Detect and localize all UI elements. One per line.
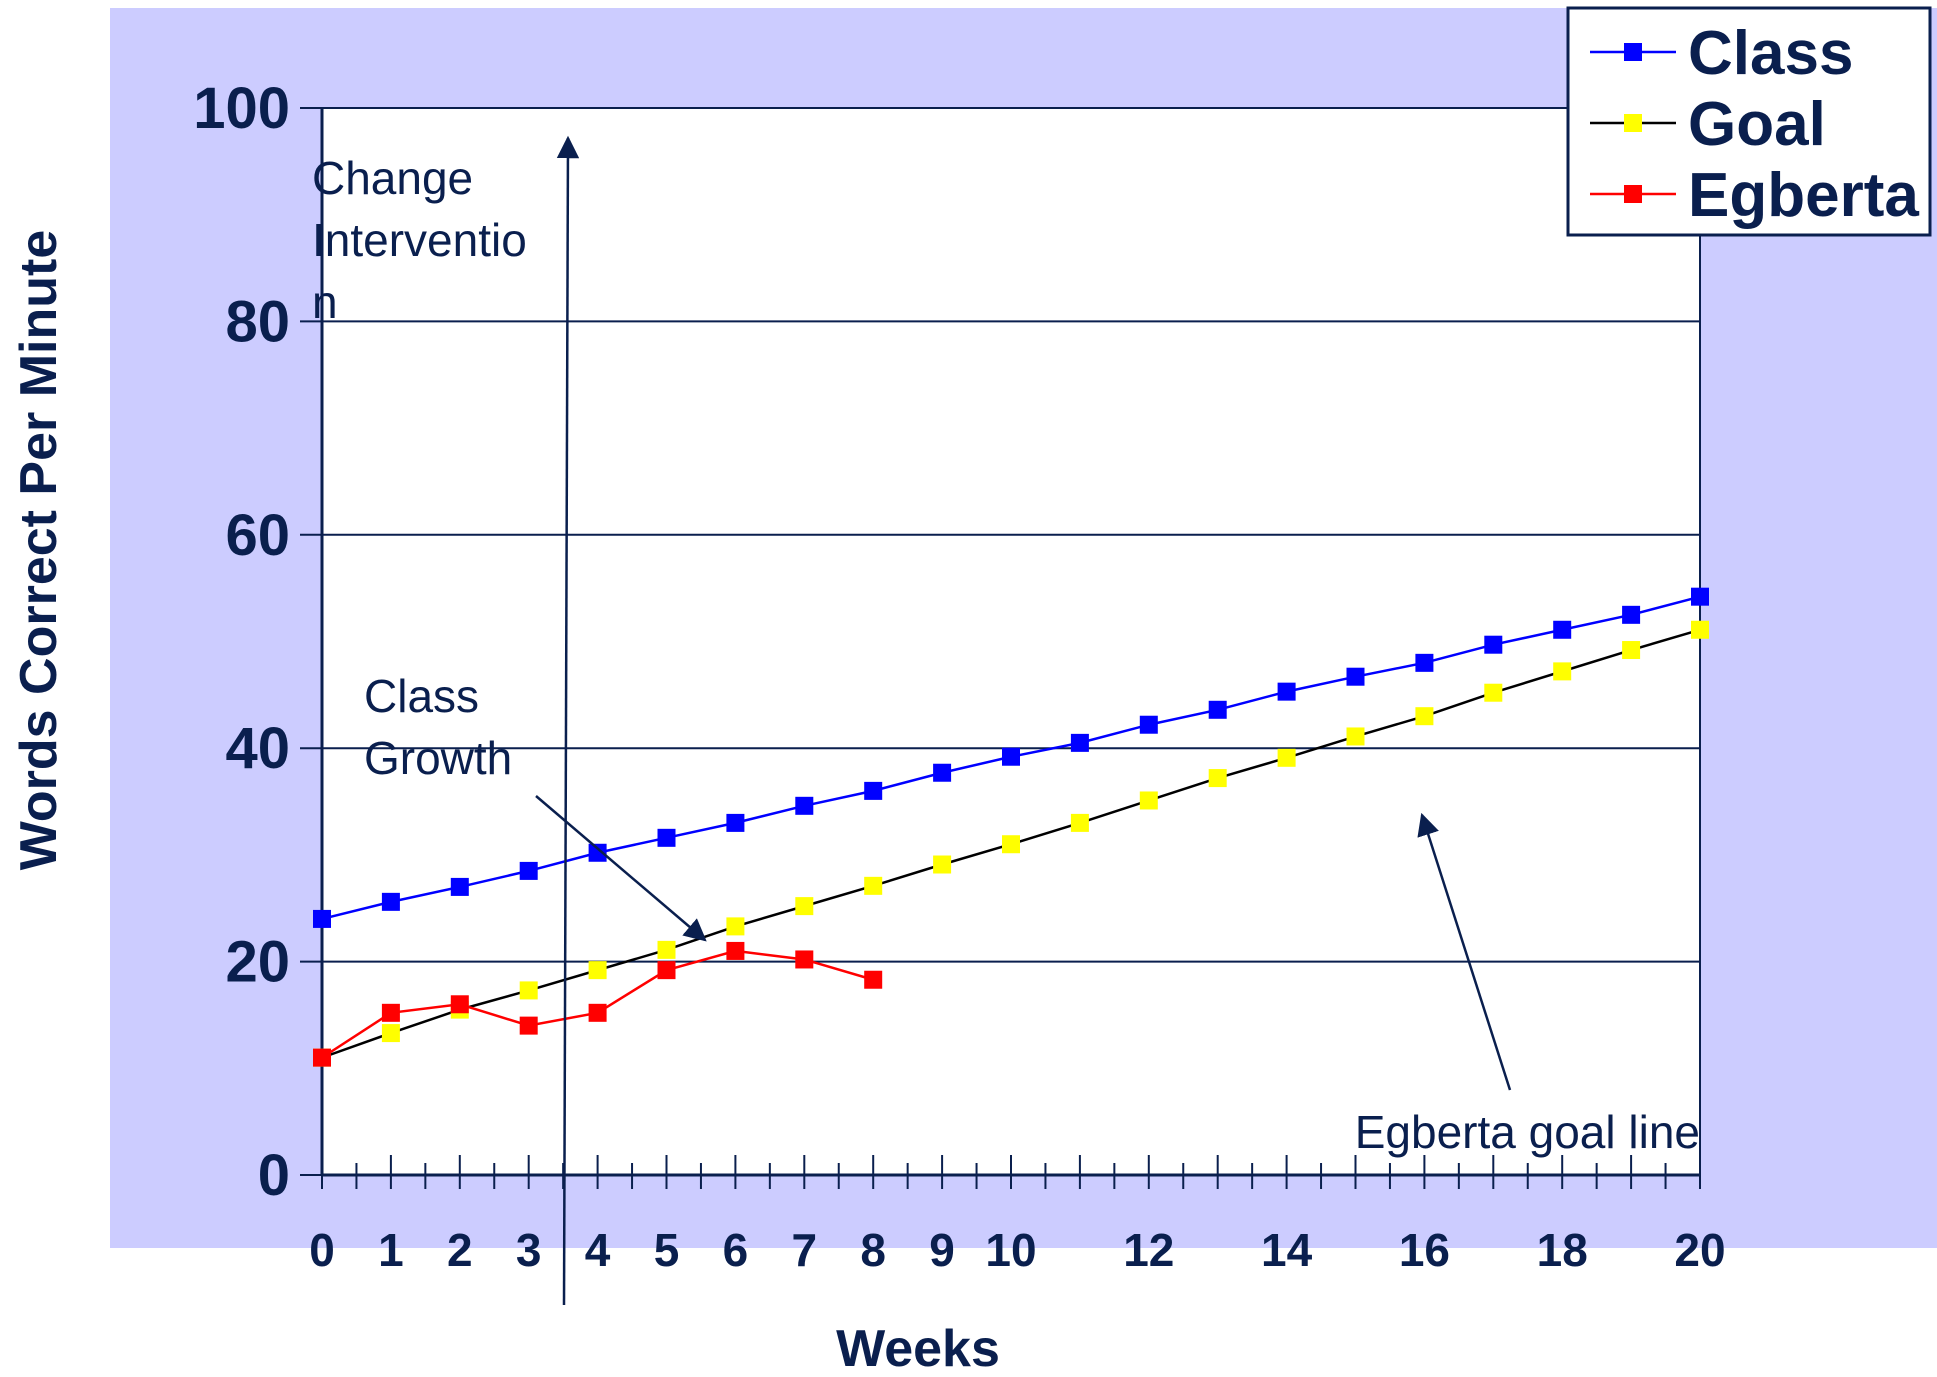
- data-point: [933, 763, 952, 782]
- x-tick-label: 4: [585, 1224, 611, 1276]
- x-tick-label: 2: [447, 1224, 473, 1276]
- data-point: [1553, 620, 1572, 639]
- data-point: [657, 940, 676, 959]
- data-point: [381, 892, 400, 911]
- data-point: [1691, 587, 1709, 606]
- data-point: [1484, 635, 1503, 654]
- data-point: [864, 781, 883, 800]
- data-point: [1484, 683, 1503, 702]
- data-point: [381, 1003, 400, 1022]
- legend-label: Egberta: [1688, 161, 1919, 230]
- data-point: [726, 941, 745, 960]
- data-point: [1346, 667, 1365, 686]
- data-point: [1208, 700, 1227, 719]
- data-point: [519, 861, 538, 880]
- data-point: [726, 917, 745, 936]
- data-point: [450, 877, 469, 896]
- series-egberta: [313, 941, 883, 1067]
- legend-swatch-marker: [1624, 185, 1642, 203]
- annotation-class-growth: Growth: [364, 732, 512, 784]
- x-tick-label: 9: [929, 1224, 955, 1276]
- data-point: [1139, 715, 1158, 734]
- x-tick-label: 20: [1674, 1224, 1725, 1276]
- data-point: [1070, 813, 1089, 832]
- data-point: [1415, 653, 1434, 672]
- legend-item-goal: Goal: [1590, 90, 1826, 159]
- x-tick-label: 10: [985, 1224, 1036, 1276]
- data-point: [1002, 747, 1020, 766]
- data-point: [864, 876, 883, 895]
- x-tick-label: 8: [860, 1224, 886, 1276]
- data-point: [1277, 682, 1296, 701]
- y-tick-label: 40: [225, 716, 290, 781]
- x-tick-label: 14: [1261, 1224, 1313, 1276]
- data-point: [450, 995, 469, 1014]
- y-tick-label: 0: [258, 1143, 290, 1208]
- data-point: [726, 813, 745, 832]
- data-point: [1139, 791, 1158, 810]
- data-point: [1208, 769, 1227, 788]
- data-point: [313, 1048, 331, 1067]
- y-tick-label: 20: [225, 930, 290, 995]
- data-point: [1002, 835, 1020, 854]
- x-tick-label: 18: [1537, 1224, 1588, 1276]
- data-point: [519, 1016, 538, 1035]
- data-point: [588, 1003, 607, 1022]
- annotation-class-growth: Class: [364, 670, 479, 722]
- y-tick-label: 80: [225, 289, 290, 354]
- data-point: [313, 909, 331, 928]
- data-point: [588, 961, 607, 980]
- data-point: [795, 950, 814, 969]
- annotation-change: Change: [312, 152, 473, 204]
- data-point: [795, 796, 814, 815]
- legend-swatch-marker: [1624, 114, 1642, 132]
- data-point: [588, 843, 607, 862]
- data-point: [1622, 605, 1641, 624]
- x-tick-label: 16: [1399, 1224, 1450, 1276]
- data-point: [381, 1024, 400, 1043]
- legend-label: Goal: [1688, 90, 1826, 159]
- y-axis-title: Words Correct Per Minute: [10, 230, 68, 870]
- data-point: [1277, 748, 1296, 767]
- x-axis-title: Weeks: [836, 1320, 1000, 1372]
- annotation-change: n: [312, 276, 338, 328]
- data-point: [1691, 620, 1709, 639]
- data-point: [1622, 641, 1641, 660]
- data-point: [519, 981, 538, 1000]
- data-point: [933, 855, 952, 874]
- annotation-goal-line: Egberta goal line: [1355, 1106, 1700, 1158]
- x-tick-label: 3: [516, 1224, 542, 1276]
- data-point: [795, 897, 814, 916]
- x-tick-label: 7: [792, 1224, 818, 1276]
- x-tick-label: 6: [723, 1224, 749, 1276]
- class-growth-arrow: [535, 795, 707, 942]
- annotation-change: Interventio: [312, 214, 527, 266]
- data-point: [1070, 733, 1089, 752]
- data-point: [1415, 707, 1434, 726]
- y-tick-label: 100: [193, 76, 290, 141]
- x-tick-label: 12: [1123, 1224, 1174, 1276]
- legend-label: Class: [1688, 19, 1853, 88]
- x-tick-label: 0: [309, 1224, 335, 1276]
- series-class: [313, 587, 1709, 928]
- legend-item-class: Class: [1590, 19, 1853, 88]
- plot-area: [321, 107, 1701, 1176]
- data-point: [1553, 662, 1572, 681]
- legend-swatch-marker: [1624, 43, 1642, 61]
- data-point: [864, 970, 883, 989]
- legend-item-egberta: Egberta: [1590, 161, 1919, 230]
- x-tick-label: 1: [378, 1224, 404, 1276]
- data-point: [1346, 727, 1365, 746]
- goal-line-arrow: [1417, 812, 1512, 1091]
- x-tick-label: 5: [654, 1224, 680, 1276]
- data-point: [657, 828, 676, 847]
- y-tick-label: 60: [225, 503, 290, 568]
- data-point: [657, 961, 676, 980]
- intervention-arrow: [556, 135, 580, 1306]
